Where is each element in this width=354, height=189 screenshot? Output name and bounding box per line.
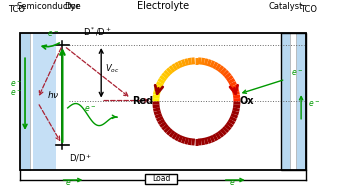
Bar (33, 33, 56, 170)
Text: Dye: Dye (64, 2, 81, 11)
Text: Load: Load (152, 174, 170, 183)
Text: TCO: TCO (8, 5, 25, 15)
Bar (281, 33, 290, 170)
Text: $h\nu$: $h\nu$ (47, 89, 59, 101)
Text: $e^-$: $e^-$ (291, 68, 303, 77)
Text: $V_{oc}$: $V_{oc}$ (105, 63, 120, 75)
Text: $e^-$: $e^-$ (65, 178, 77, 187)
Bar (145, 174, 177, 184)
Text: TCO: TCO (300, 5, 317, 15)
Text: D/D$^+$: D/D$^+$ (69, 152, 93, 164)
Text: $e^-$: $e^-$ (85, 104, 97, 114)
Text: $e^-$: $e^-$ (229, 178, 241, 187)
Text: Ox: Ox (240, 96, 254, 106)
Bar (20, 33, 30, 170)
Text: $e^-$: $e^-$ (10, 88, 22, 98)
Bar (281, 33, 306, 170)
Bar (296, 33, 306, 170)
Text: Catalyst: Catalyst (268, 2, 303, 11)
Text: $e^-$: $e^-$ (47, 29, 59, 39)
Bar (20, 33, 306, 170)
Text: $e^-$: $e^-$ (10, 79, 22, 89)
Text: D$^*$/D$^+$: D$^*$/D$^+$ (83, 26, 112, 38)
Text: Electrolyte: Electrolyte (137, 1, 189, 11)
Text: $e^-$: $e^-$ (308, 99, 320, 109)
Text: Semiconductor: Semiconductor (16, 2, 80, 11)
Text: Red: Red (132, 96, 153, 106)
